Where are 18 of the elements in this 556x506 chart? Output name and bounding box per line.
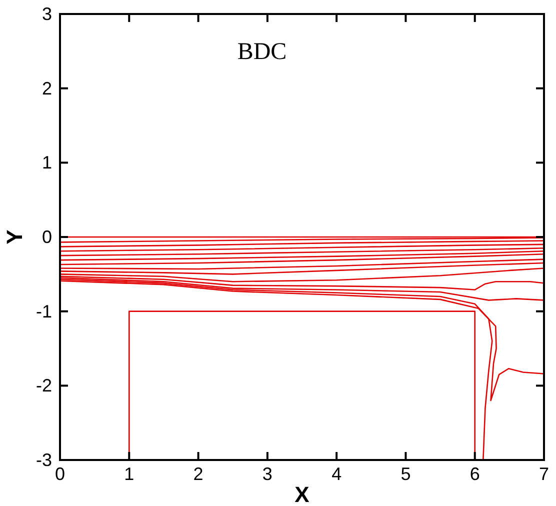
y-tick-label: 1: [42, 152, 52, 173]
y-tick-label: 0: [42, 227, 52, 247]
x-tick-label: 2: [193, 464, 204, 484]
y-tick-label: -2: [36, 376, 52, 396]
text: BDC: [237, 39, 287, 65]
x-axis-title: X: [294, 482, 310, 506]
x-tick-label: 6: [470, 464, 480, 484]
y-tick-label: -3: [36, 450, 52, 470]
x-tick-label: 1: [124, 464, 134, 484]
y-tick-label: 2: [42, 78, 52, 98]
y-axis-title: Y: [2, 229, 27, 244]
x-tick-label: 7: [538, 464, 550, 484]
y-tick-label: 3: [42, 4, 52, 24]
x-tick-label: 0: [54, 464, 66, 484]
x-tick-label: 3: [262, 464, 272, 484]
y-tick-label: -1: [36, 301, 52, 322]
x-tick-label: 4: [332, 464, 342, 484]
x-tick-label: 5: [400, 464, 411, 484]
